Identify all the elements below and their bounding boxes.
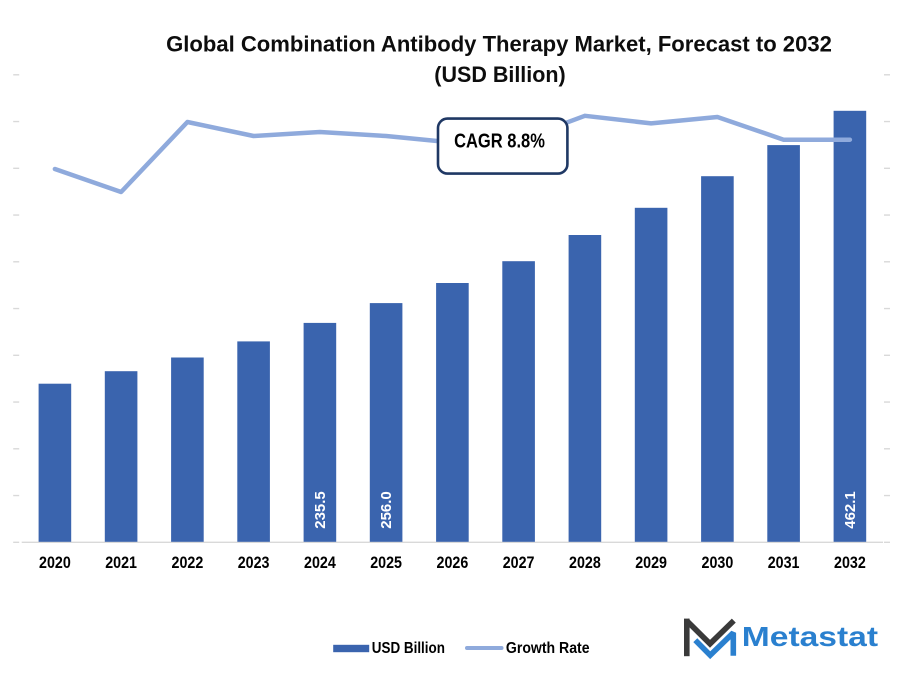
svg-text:2023: 2023 (238, 554, 270, 572)
svg-text:2028: 2028 (569, 554, 601, 572)
svg-text:2021: 2021 (105, 554, 137, 572)
svg-text:CAGR 8.8%: CAGR 8.8% (454, 129, 545, 152)
svg-text:2022: 2022 (172, 554, 204, 572)
svg-text:2025: 2025 (370, 554, 402, 572)
svg-text:2030: 2030 (702, 554, 734, 572)
svg-text:2027: 2027 (503, 554, 535, 572)
svg-text:2029: 2029 (635, 554, 667, 572)
svg-text:2031: 2031 (768, 554, 800, 572)
svg-text:(USD Billion): (USD Billion) (434, 62, 565, 88)
svg-text:2024: 2024 (304, 554, 336, 572)
svg-text:USD Billion: USD Billion (372, 640, 445, 657)
svg-text:235.5: 235.5 (312, 491, 329, 529)
svg-text:2032: 2032 (834, 554, 866, 572)
svg-text:256.0: 256.0 (378, 491, 395, 529)
svg-text:Metastat: Metastat (742, 621, 878, 653)
svg-text:2026: 2026 (437, 554, 469, 572)
svg-text:Global Combination Antibody Th: Global Combination Antibody Therapy Mark… (166, 31, 832, 56)
svg-text:462.1: 462.1 (842, 491, 859, 529)
svg-text:2020: 2020 (39, 554, 71, 572)
svg-text:Growth Rate: Growth Rate (506, 639, 590, 657)
